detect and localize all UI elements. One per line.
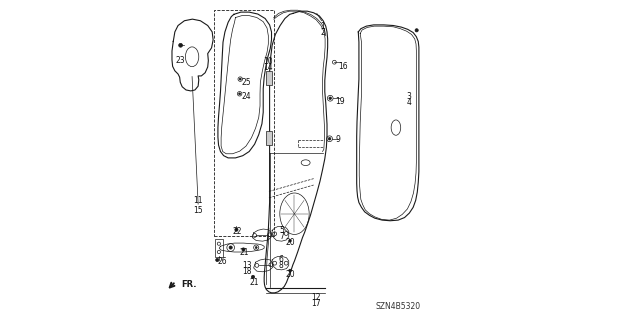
Text: 9: 9 bbox=[336, 135, 340, 144]
Circle shape bbox=[328, 137, 331, 140]
Text: 3: 3 bbox=[407, 92, 412, 101]
Text: FR.: FR. bbox=[181, 280, 196, 289]
Text: 24: 24 bbox=[241, 92, 251, 101]
Text: 2: 2 bbox=[320, 28, 325, 37]
Circle shape bbox=[289, 269, 291, 272]
Text: 4: 4 bbox=[407, 98, 412, 107]
Circle shape bbox=[239, 93, 241, 95]
Circle shape bbox=[255, 247, 257, 249]
Text: 14: 14 bbox=[263, 63, 273, 72]
Circle shape bbox=[415, 29, 419, 32]
FancyBboxPatch shape bbox=[266, 71, 272, 85]
Text: 20: 20 bbox=[286, 238, 296, 247]
Text: 23: 23 bbox=[175, 56, 185, 65]
Text: 11: 11 bbox=[193, 197, 203, 205]
Text: 20: 20 bbox=[286, 270, 296, 279]
Bar bbox=[214, 10, 274, 236]
Text: 19: 19 bbox=[335, 97, 345, 106]
Text: SZN4B5320: SZN4B5320 bbox=[376, 302, 420, 311]
Circle shape bbox=[216, 258, 219, 262]
Text: 10: 10 bbox=[263, 57, 273, 66]
Text: 18: 18 bbox=[242, 267, 252, 276]
Text: 5: 5 bbox=[279, 226, 284, 235]
Text: 25: 25 bbox=[241, 78, 251, 87]
Text: 7: 7 bbox=[279, 232, 284, 241]
FancyBboxPatch shape bbox=[266, 131, 272, 145]
Text: 1: 1 bbox=[320, 22, 325, 31]
Text: 21: 21 bbox=[250, 278, 259, 287]
Circle shape bbox=[229, 246, 232, 249]
Circle shape bbox=[289, 240, 291, 242]
Bar bbox=[215, 239, 223, 257]
Text: 16: 16 bbox=[338, 62, 348, 71]
Text: 22: 22 bbox=[232, 227, 242, 236]
Text: 17: 17 bbox=[311, 299, 321, 308]
Circle shape bbox=[179, 43, 182, 47]
Text: 8: 8 bbox=[278, 261, 284, 270]
Text: 12: 12 bbox=[312, 293, 321, 302]
Circle shape bbox=[329, 97, 332, 100]
Circle shape bbox=[252, 275, 255, 278]
Text: 6: 6 bbox=[278, 255, 284, 263]
Circle shape bbox=[235, 228, 238, 231]
Text: 13: 13 bbox=[242, 261, 252, 270]
Text: 21: 21 bbox=[239, 248, 249, 256]
Circle shape bbox=[242, 248, 245, 251]
Circle shape bbox=[239, 78, 241, 80]
Text: 26: 26 bbox=[217, 257, 227, 266]
Text: 15: 15 bbox=[193, 206, 203, 215]
